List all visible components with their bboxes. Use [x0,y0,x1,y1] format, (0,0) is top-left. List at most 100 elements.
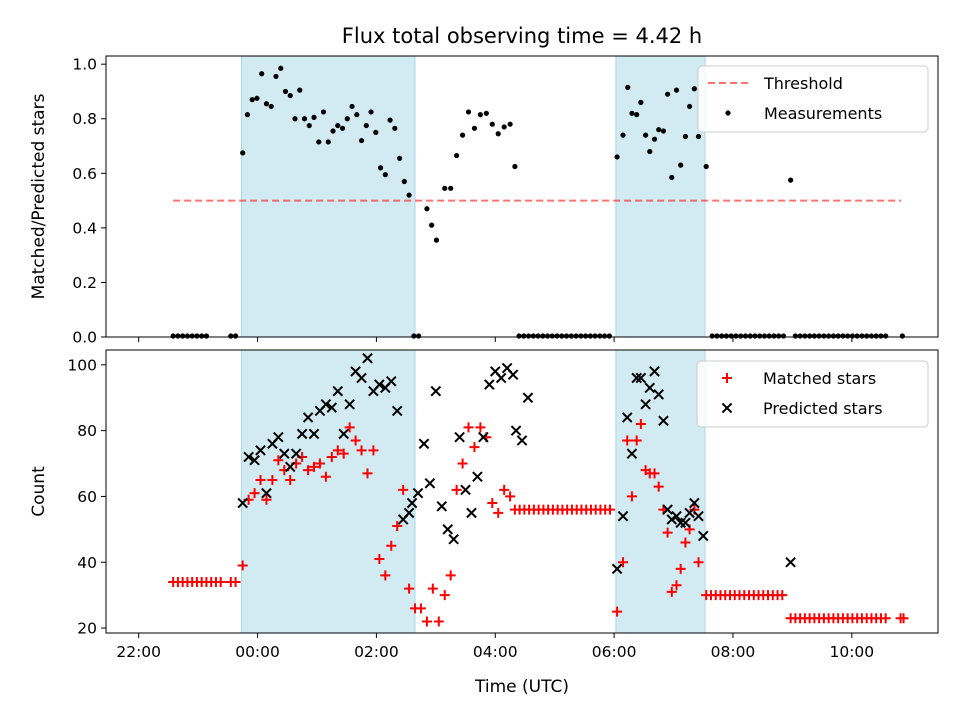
count-y-axis-label: Count [29,466,49,517]
measurement-point [634,112,640,118]
measurement-point [282,88,289,95]
matched-star-point [662,527,673,538]
measurement-point [582,333,589,339]
matched-star-point [380,570,391,581]
predicted-star-point [617,510,629,522]
measurement-point [335,122,341,129]
matched-star-point [427,583,438,594]
measurement-point [471,125,478,131]
measurement-point [811,333,817,339]
predicted-star-point [510,425,522,436]
legend-box [697,65,929,133]
predicted-star-point [448,533,459,545]
measurement-point [401,178,407,185]
measurement-point [199,333,205,339]
matched-star-point [421,616,432,627]
matched-star-point [261,494,272,505]
y-tick-label: 20 [77,620,97,638]
measurement-point [840,333,846,339]
measurement-point [396,155,403,161]
measurement-point [535,333,541,339]
matched-star-point [475,422,486,433]
measurement-point [249,97,255,103]
ratio-y-axis-label: Matched/Predicted stars [29,93,49,299]
predicted-star-point [332,385,344,397]
measurement-point [489,121,495,127]
predicted-star-point [640,398,651,410]
measurement-point [719,333,725,339]
predicted-star-point [296,428,308,440]
measurement-point [406,192,412,198]
predicted-star-point [320,398,332,410]
legend-plus-swatch [722,373,732,383]
measurement-point [459,132,466,138]
measurement-point [354,112,360,118]
matched-star-point [386,540,397,551]
measurement-point [301,116,308,122]
matched-star-point [368,445,379,456]
predicted-star-point [478,431,489,443]
predicted-star-point [344,398,355,410]
matched-star-point [362,468,373,479]
predicted-star-point [466,507,477,519]
legend-entry-label: Threshold [763,74,843,93]
matched-star-point [303,465,314,476]
matched-star-point [777,590,788,601]
matched-star-point [249,488,260,499]
measurement-point [339,125,346,131]
measurement-point [709,333,715,339]
x-tick-label: 08:00 [711,643,756,661]
count-legend: Matched stars Predicted stars [696,360,929,428]
measurement-point [686,103,693,110]
measurement-point [597,333,603,339]
matched-star-point [618,557,629,568]
measurement-point [240,150,246,156]
measurement-point [268,103,274,110]
legend-x-swatch [721,402,733,414]
predicted-star-point [671,510,682,522]
predicted-star-point [522,392,534,404]
predicted-star-point [326,402,338,413]
measurement-point [184,333,191,339]
measurement-point [669,174,675,181]
measurement-point [244,112,251,118]
matched-star-point [451,484,462,495]
matched-star-point [230,576,241,587]
measurement-point [373,129,379,135]
predicted-star-point [460,484,471,496]
matched-star-point [604,504,615,515]
predicted-star-point [302,412,314,423]
measurement-point [792,333,798,339]
measurement-point [742,333,749,339]
x-tick-label: 04:00 [473,643,518,661]
predicted-star-point [680,517,691,529]
measurement-point [411,333,417,339]
measurement-point [625,84,631,90]
measurement-point [673,87,680,93]
measurement-point [368,109,374,115]
matched-star-point [622,435,633,446]
matched-star-point [332,445,343,456]
predicted-star-point [406,497,418,509]
matched-star-point [433,616,444,627]
measurement-point [287,92,293,99]
measurement-point [776,333,782,339]
matched-star-point [463,422,474,433]
measurement-point [568,333,574,339]
measurement-point [232,333,239,339]
predicted-star-point [356,372,367,384]
x-tick-label: 06:00 [592,643,637,661]
y-tick-label: 0.4 [72,219,97,237]
measurement-point [614,154,620,160]
predicted-star-point [631,372,643,384]
matched-star-point [666,586,677,597]
matched-star-point [631,435,642,446]
measurement-point [695,133,702,140]
y-tick-label: 80 [77,422,97,440]
measurement-point [387,117,393,123]
predicted-star-point [644,382,656,394]
predicted-star-point [243,451,254,463]
y-tick-label: 1.0 [72,56,97,74]
measurement-point [278,65,284,71]
